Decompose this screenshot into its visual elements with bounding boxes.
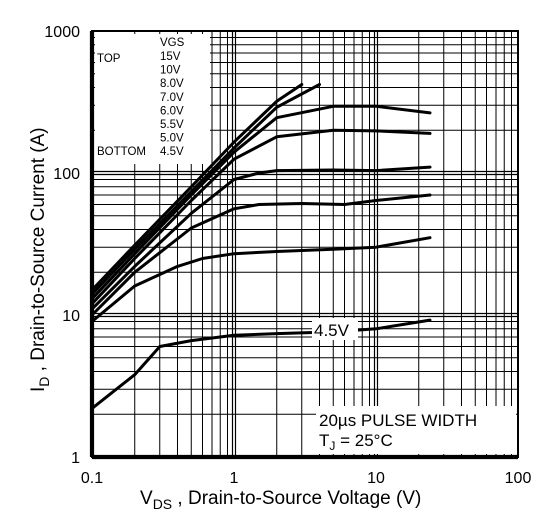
note-temperature: TJ = 25°C <box>319 431 393 453</box>
series-line <box>90 128 432 306</box>
note-pulse-width: 20µs PULSE WIDTH <box>319 411 477 430</box>
x-tick-label: 100 <box>505 470 532 487</box>
series-line <box>90 83 304 292</box>
x-tick-label: 0.1 <box>81 470 103 487</box>
grid-major <box>89 31 518 460</box>
series-line <box>90 104 432 301</box>
plot-frame <box>91 30 519 458</box>
legend-row-value: 6.0V <box>160 105 184 117</box>
x-axis-label-symbol: V <box>140 488 153 509</box>
series-line <box>90 165 432 311</box>
legend-background <box>95 34 210 164</box>
x-tick-label: 10 <box>367 470 385 487</box>
y-axis-label-subscript: D <box>36 377 52 387</box>
x-axis-label-text: , Drain-to-Source Voltage (V) <box>172 488 421 509</box>
curve-callout: 4.5V <box>312 318 358 340</box>
legend-row-value: 5.0V <box>160 133 184 145</box>
curve-callout-label: 4.5V <box>314 321 350 340</box>
series-line <box>90 83 321 296</box>
series-line <box>90 318 432 410</box>
legend-row-value: 5.5V <box>160 119 184 131</box>
grid-minor <box>92 31 518 457</box>
y-tick-label: 1 <box>71 450 80 467</box>
series-layer <box>90 83 432 410</box>
y-tick-label: 1000 <box>44 24 80 41</box>
x-tick-label: 1 <box>230 470 239 487</box>
note-temperature-symbol: T <box>319 431 329 450</box>
legend-top-label: TOP <box>97 53 121 65</box>
x-axis-label: VDS , Drain-to-Source Voltage (V) <box>140 488 421 512</box>
legend-vgs-header: VGS <box>160 37 185 49</box>
legend-row-left: BOTTOM <box>97 146 146 158</box>
note-temperature-value: = 25°C <box>335 431 392 450</box>
legend-row-value: 4.5V <box>160 146 184 158</box>
legend-row-value: 8.0V <box>160 78 184 90</box>
y-tick-label: 10 <box>62 308 80 325</box>
y-axis-label-symbol: I <box>28 387 49 392</box>
test-condition-note: 20µs PULSE WIDTH TJ = 25°C <box>316 406 516 454</box>
legend-row-value: 10V <box>160 65 181 77</box>
curve-callout-background <box>312 318 358 340</box>
legend-row-value: 15V <box>160 51 181 63</box>
x-axis-label-subscript: DS <box>153 496 172 512</box>
y-tick-label: 100 <box>53 166 80 183</box>
note-temperature-subscript: J <box>329 439 335 453</box>
note-background <box>316 406 516 454</box>
series-line <box>90 193 432 317</box>
y-axis-label-text: , Drain-to-Source Current (A) <box>28 127 49 376</box>
legend-row-value: 7.0V <box>160 92 184 104</box>
series-line <box>90 236 432 323</box>
y-axis-label: ID , Drain-to-Source Current (A) <box>28 127 52 392</box>
